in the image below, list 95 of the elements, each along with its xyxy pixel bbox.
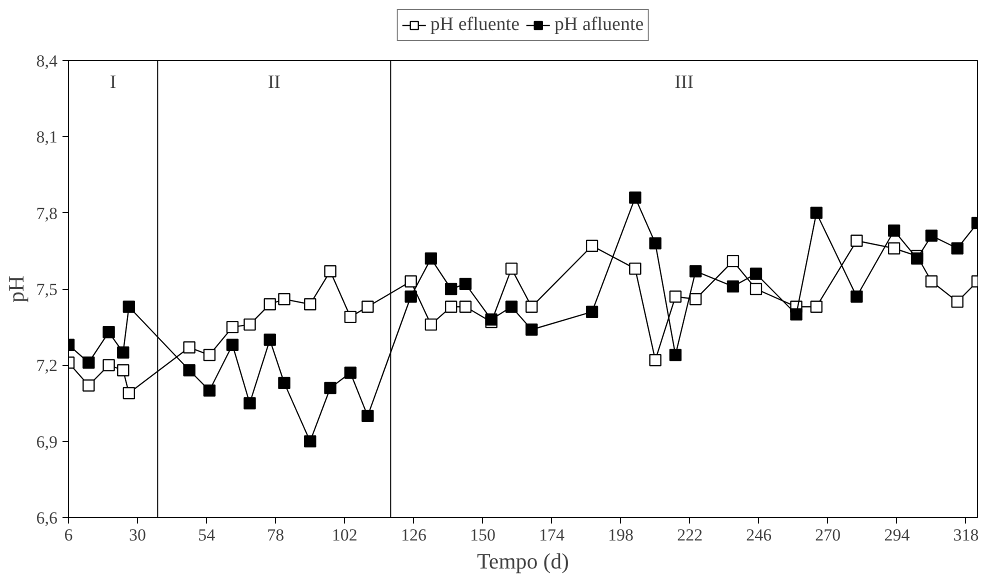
point — [344, 366, 357, 379]
point — [203, 384, 216, 397]
y-tick-label: 7,8 — [36, 204, 58, 223]
y-tick-label: 7,2 — [36, 356, 58, 376]
point — [726, 280, 740, 293]
point — [444, 282, 458, 296]
point — [424, 252, 438, 265]
point — [888, 242, 900, 254]
point — [444, 300, 458, 313]
point — [362, 300, 374, 313]
annotation: II — [268, 72, 281, 93]
point — [117, 346, 130, 359]
x-tick-label: 174 — [539, 526, 566, 544]
x-tick-label: 294 — [884, 526, 910, 544]
point — [183, 364, 196, 376]
point — [304, 298, 316, 310]
point — [485, 313, 498, 326]
point — [910, 252, 924, 265]
point — [586, 306, 598, 318]
point — [750, 268, 762, 280]
point — [404, 275, 417, 288]
point — [324, 382, 336, 394]
point — [264, 334, 276, 346]
point — [505, 300, 518, 313]
point — [526, 300, 538, 313]
point — [344, 310, 357, 324]
point — [689, 293, 702, 306]
x-tick-label: 6 — [64, 526, 73, 544]
point — [244, 397, 256, 410]
point — [951, 242, 964, 254]
y-tick-label: 8,1 — [36, 128, 58, 147]
legend-label: pH afluente — [554, 14, 644, 36]
point — [362, 410, 374, 422]
point — [790, 308, 802, 320]
point — [404, 290, 417, 303]
x-tick-label: 198 — [608, 526, 634, 544]
y-tick-label: 6,9 — [36, 432, 58, 452]
point — [102, 326, 115, 338]
point — [925, 230, 938, 242]
point — [122, 300, 136, 313]
point — [649, 354, 662, 366]
point — [459, 278, 472, 290]
point — [82, 379, 95, 392]
x-tick-label: 126 — [400, 526, 426, 544]
legend-label: pH efluente — [430, 14, 520, 36]
point — [459, 300, 472, 313]
point — [226, 320, 239, 334]
y-axis-title: pH — [3, 275, 28, 302]
point — [888, 224, 900, 237]
x-tick-label: 54 — [198, 526, 216, 544]
point — [750, 282, 762, 296]
point — [669, 290, 682, 303]
point — [226, 338, 239, 351]
point — [122, 386, 136, 400]
x-tick-label: 270 — [815, 526, 841, 544]
point — [278, 293, 290, 306]
point — [526, 324, 538, 336]
point — [629, 262, 642, 275]
point — [102, 359, 115, 372]
x-tick-label: 318 — [953, 526, 979, 544]
y-tick-label: 6,6 — [36, 508, 58, 528]
point — [505, 262, 518, 275]
x-tick-label: 222 — [677, 526, 703, 544]
point — [82, 356, 95, 369]
annotation: I — [110, 72, 116, 93]
point — [203, 348, 216, 362]
x-tick-label: 246 — [746, 526, 772, 544]
x-tick-label: 102 — [332, 526, 358, 544]
point — [689, 265, 702, 278]
point — [117, 364, 130, 376]
point — [183, 341, 196, 354]
point — [951, 296, 964, 308]
x-tick-label: 78 — [267, 526, 284, 544]
point — [244, 318, 256, 331]
point — [278, 376, 290, 390]
point — [850, 290, 863, 303]
y-tick-label: 7,5 — [36, 280, 58, 299]
point — [850, 234, 863, 247]
point — [586, 240, 598, 252]
y-tick-label: 8,4 — [36, 52, 58, 70]
point — [424, 318, 438, 331]
point — [304, 435, 316, 448]
annotation: III — [674, 72, 694, 93]
point — [810, 300, 823, 313]
point — [810, 206, 823, 219]
x-tick-label: 30 — [129, 526, 146, 544]
point — [649, 237, 662, 250]
point — [629, 192, 642, 204]
point — [264, 298, 276, 310]
point — [669, 348, 682, 362]
x-tick-label: 150 — [470, 526, 496, 544]
x-axis-title: Tempo (d) — [477, 548, 569, 574]
point — [324, 265, 336, 278]
point — [925, 275, 938, 288]
point — [726, 254, 740, 268]
